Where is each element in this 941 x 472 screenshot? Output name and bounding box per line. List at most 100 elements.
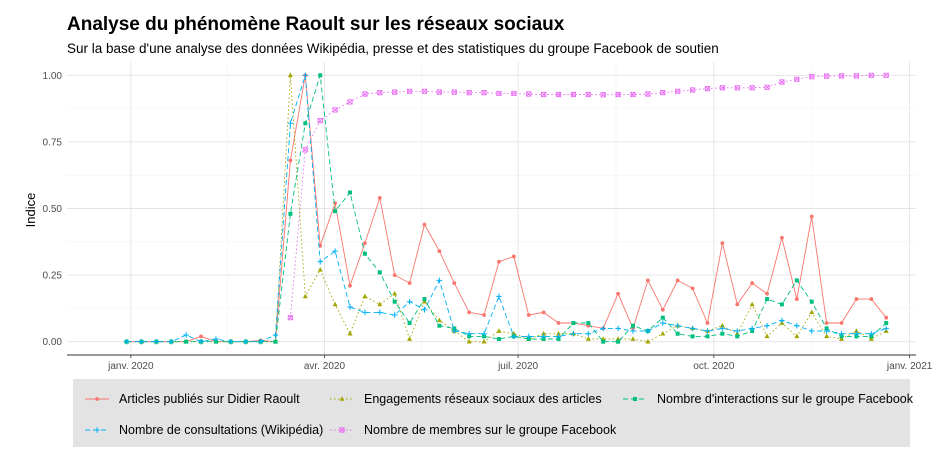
x-tick-label: janv. 2021 (886, 361, 933, 372)
data-point (809, 74, 815, 80)
legend-label: Engagements réseaux sociaux des articles (364, 392, 602, 406)
data-point (809, 214, 814, 219)
data-point (376, 309, 383, 316)
data-point (764, 333, 770, 339)
data-point (690, 286, 695, 291)
grid (67, 62, 916, 355)
data-point (839, 336, 845, 341)
data-point (764, 84, 770, 90)
data-point (496, 337, 501, 342)
legend-label: Nombre de consultations (Wikipédia) (119, 423, 324, 437)
data-point (362, 251, 367, 256)
data-point (631, 323, 635, 328)
data-point (348, 190, 352, 195)
data-point (868, 336, 874, 341)
data-point (526, 91, 532, 97)
data-point (422, 297, 427, 302)
data-point (853, 73, 860, 79)
data-point (555, 91, 562, 98)
data-point (362, 309, 368, 316)
data-point (407, 336, 413, 341)
data-point (452, 281, 457, 285)
data-point (184, 339, 189, 344)
data-point (302, 72, 309, 79)
data-point (482, 313, 486, 317)
data-point (541, 330, 547, 336)
data-point (332, 248, 338, 254)
x-tick-label: janv. 2020 (107, 361, 154, 372)
legend-key (85, 397, 109, 401)
data-point (377, 301, 383, 307)
y-tick-label: 0.50 (43, 204, 63, 215)
data-point (824, 321, 829, 325)
data-point (347, 330, 353, 336)
chart-title: Analyse du phénomène Raoult sur les rése… (67, 14, 565, 35)
y-tick-label: 0.75 (43, 137, 63, 148)
data-point (600, 325, 607, 332)
data-point (288, 211, 293, 216)
data-point (660, 315, 665, 320)
data-point (794, 322, 800, 329)
data-point (630, 91, 636, 98)
legend-key (623, 397, 647, 401)
data-point (780, 235, 784, 240)
line-chart: 0.00 0.25 0.50 0.75 1.00 janv. 2020 avr. 2020 j… (23, 62, 933, 372)
data-point (779, 79, 785, 85)
data-point (765, 291, 769, 296)
data-point (273, 339, 278, 344)
data-point (823, 328, 830, 334)
data-point (615, 91, 621, 98)
data-point (511, 330, 517, 336)
data-point (362, 241, 367, 246)
legend-key-marker (339, 427, 345, 433)
data-point (615, 336, 621, 341)
data-point (600, 92, 606, 98)
data-point (674, 322, 681, 329)
data-point (123, 338, 130, 345)
data-point (853, 328, 859, 333)
data-point (556, 321, 561, 325)
data-point (198, 338, 204, 345)
data-point (838, 73, 845, 79)
data-point (719, 322, 725, 328)
x-tick-label: juil. 2020 (497, 361, 538, 372)
data-point (451, 89, 457, 95)
y-tick-label: 0.25 (43, 271, 63, 282)
legend: Articles publiés sur Didier Raoult Engage… (73, 379, 913, 447)
data-point (540, 333, 547, 340)
x-tick-label: avr. 2020 (304, 361, 346, 372)
data-point (794, 333, 800, 339)
data-point (556, 330, 562, 336)
data-point (675, 331, 680, 336)
data-point (675, 278, 680, 283)
data-point (719, 85, 725, 91)
legend-key (330, 396, 354, 401)
y-tick-label: 1.00 (43, 71, 63, 82)
data-point (838, 330, 845, 337)
legend-item: Engagements réseaux sociaux des articles (328, 392, 602, 406)
data-point (645, 338, 651, 344)
data-point (585, 91, 591, 98)
data-point (675, 88, 681, 94)
data-point (884, 315, 889, 320)
data-point (525, 333, 532, 340)
data-point (406, 298, 413, 305)
data-point (586, 321, 591, 326)
data-point (734, 85, 740, 91)
data-point (392, 89, 398, 95)
data-point (824, 73, 830, 79)
data-point (750, 281, 755, 285)
legend-key-marker (633, 397, 637, 401)
data-point (630, 336, 636, 341)
data-point (541, 91, 547, 98)
data-point (153, 338, 160, 345)
legend-item: Nombre d'interactions sur le groupe Face… (621, 392, 913, 406)
data-point (600, 336, 606, 341)
data-point (735, 334, 740, 339)
data-point (318, 73, 323, 78)
series-line (126, 75, 887, 343)
legend-label: Nombre de membres sur le groupe Facebook (364, 423, 617, 437)
data-point (824, 333, 830, 339)
chart-subtitle: Sur la base d'une analyse des données Wi… (67, 41, 719, 56)
data-point (868, 72, 874, 78)
